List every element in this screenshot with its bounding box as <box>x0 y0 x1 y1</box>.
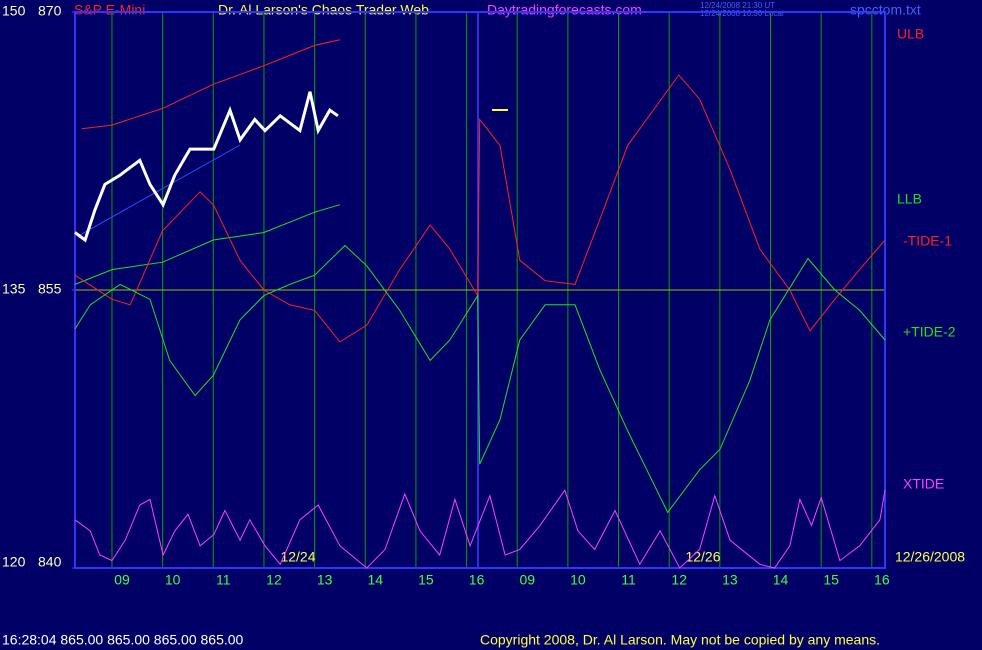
series-label: -TIDE-1 <box>903 233 952 249</box>
x-tick-label: 16 <box>469 572 485 588</box>
x-tick-label: 14 <box>367 572 383 588</box>
series-label: LLB <box>897 191 922 207</box>
trend-line <box>79 144 241 236</box>
site: Daytradingforecasts.com <box>487 2 642 18</box>
quote: 16:28:04 865.00 865.00 865.00 865.00 <box>2 632 244 648</box>
series-line <box>81 39 341 130</box>
x-tick-label: 12 <box>266 572 282 588</box>
y2-tick-label: 135 <box>2 281 26 297</box>
series-label: XTIDE <box>903 476 944 492</box>
x-tick-label: 09 <box>519 572 535 588</box>
date-label: 12/24 <box>280 549 315 565</box>
x-tick-label: 11 <box>216 572 231 588</box>
series-line <box>74 74 886 343</box>
copyright: Copyright 2008, Dr. Al Larson. May not b… <box>480 632 880 648</box>
file-name: spcctom.txt <box>850 2 921 18</box>
x-tick-label: 11 <box>621 572 636 588</box>
y-tick-label: 870 <box>38 3 62 19</box>
x-tick-label: 10 <box>165 572 181 588</box>
x-tick-label: 15 <box>418 572 434 588</box>
price-line <box>74 91 339 243</box>
x-tick-label: 13 <box>317 572 333 588</box>
symbol: S&P E-Mini <box>74 2 145 18</box>
series-line <box>74 244 886 514</box>
date-label: 12/26/2008 <box>895 549 965 565</box>
y-tick-label: 840 <box>38 554 62 570</box>
x-tick-label: 14 <box>773 572 789 588</box>
series-line <box>74 489 886 569</box>
series-label: +TIDE-2 <box>903 324 956 340</box>
x-tick-label: 12 <box>671 572 687 588</box>
x-tick-label: 13 <box>722 572 738 588</box>
plot-border <box>74 11 886 569</box>
x-tick-label: 16 <box>874 572 890 588</box>
series-line <box>74 204 341 285</box>
time-ut: 12/24/2008 21:30 UT <box>700 1 775 10</box>
y-tick-label: 855 <box>38 281 62 297</box>
series-label: ULB <box>897 26 924 42</box>
x-tick-label: 10 <box>570 572 586 588</box>
x-tick-label: 15 <box>823 572 839 588</box>
date-label: 12/26 <box>685 549 720 565</box>
plot-area: 09 10 11 12 13 14 15 16 09 10 11 12 13 14 15 16 840 855 87… <box>2 3 965 588</box>
y2-tick-label: 120 <box>2 554 26 570</box>
title: Dr. Al Larson's Chaos Trader Web <box>218 2 429 18</box>
y2-tick-label: 150 <box>2 3 26 19</box>
time-local: 12/24/2008 16:30 Local <box>700 9 784 18</box>
x-tick-label: 09 <box>114 572 130 588</box>
